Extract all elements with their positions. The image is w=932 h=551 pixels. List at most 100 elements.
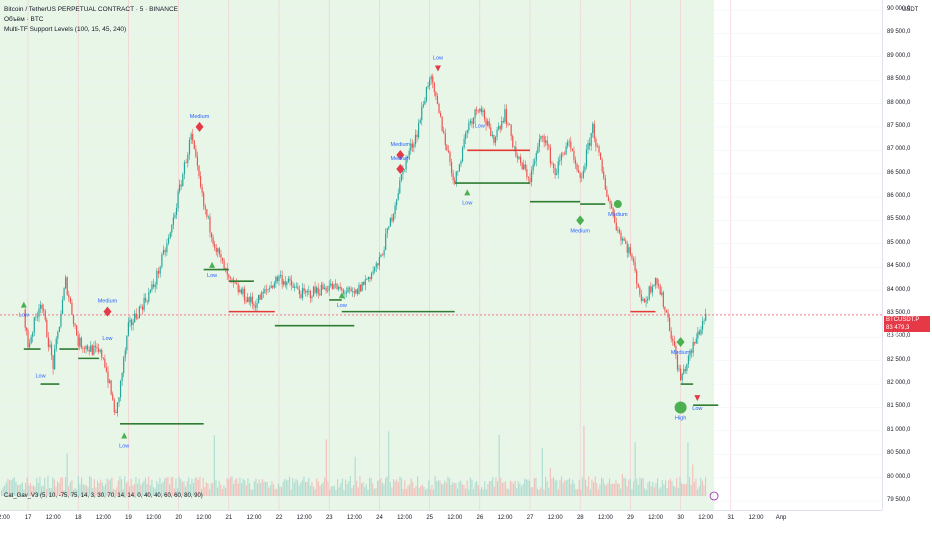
- volume-bar: [604, 484, 606, 496]
- volume-bar: [305, 482, 307, 496]
- candle-body: [80, 337, 82, 348]
- volume-bar: [218, 480, 220, 496]
- candle-body: [301, 288, 304, 298]
- candle-body: [697, 331, 699, 339]
- volume-bar: [682, 483, 684, 496]
- candle-body: [240, 289, 242, 294]
- volume-bar: [354, 456, 356, 496]
- candle-body: [297, 286, 299, 290]
- volume-bar: [17, 484, 19, 496]
- volume-bar: [674, 487, 676, 496]
- candle-body: [485, 119, 487, 126]
- candle-body: [145, 297, 147, 302]
- volume-bar: [13, 477, 15, 496]
- time-axis[interactable]: 2:00 17 12:00 18 12:00 19 12:00 20 12:00 21 12:00 2…: [0, 510, 882, 551]
- candle-body: [261, 291, 263, 300]
- price-tick-label: 83 500,0: [887, 309, 911, 316]
- candle-body: [593, 123, 595, 139]
- candle-body: [402, 169, 404, 175]
- volume-bar: [169, 484, 171, 496]
- volume-bar: [116, 487, 118, 496]
- time-tick-label: 12:00: [597, 515, 613, 521]
- volume-bar: [66, 453, 68, 496]
- volume-bar: [61, 477, 63, 496]
- marker-label: High: [675, 415, 686, 421]
- volume-bar: [12, 478, 14, 496]
- volume-bar: [453, 483, 455, 496]
- volume-bar: [194, 477, 196, 496]
- candle-body: [378, 256, 380, 266]
- candle-body: [584, 166, 586, 171]
- volume-bar: [413, 488, 415, 496]
- candle-body: [411, 143, 413, 148]
- volume-bar: [585, 479, 587, 496]
- candle-body: [617, 229, 619, 231]
- price-tick-label: 87 500,0: [887, 122, 911, 129]
- volume-bar: [594, 476, 596, 496]
- candle-body: [323, 287, 326, 290]
- volume-bar: [381, 482, 383, 496]
- volume-bar: [506, 488, 508, 496]
- candle-body: [43, 309, 45, 311]
- candle-body: [132, 322, 134, 326]
- volume-bar: [402, 489, 404, 496]
- volume-bar: [541, 447, 543, 496]
- volume-bar: [692, 464, 694, 496]
- candle-body: [549, 147, 551, 164]
- candle-body: [236, 283, 238, 285]
- candle-body: [250, 296, 252, 303]
- candle-body: [272, 285, 274, 288]
- candle-body: [355, 289, 357, 294]
- time-tick-label: 12:00: [497, 515, 513, 521]
- price-axis[interactable]: 90 000,0 89 500,0 89 000,0 88 500,0 88 000,0…: [882, 0, 932, 510]
- candle-body: [151, 284, 153, 290]
- volume-bar: [626, 486, 628, 496]
- candle-body: [366, 279, 368, 280]
- candle-body: [54, 348, 56, 369]
- volume-bar: [533, 478, 535, 496]
- volume-bar: [258, 479, 260, 496]
- candle-body: [396, 199, 398, 206]
- candle-body: [361, 282, 363, 292]
- volume-bar: [44, 477, 46, 496]
- volume-bar: [153, 487, 155, 496]
- candle-body: [476, 109, 478, 111]
- time-tick-label: 29: [627, 515, 634, 521]
- candle-body: [154, 284, 156, 288]
- candle-body: [381, 254, 384, 256]
- volume-bar: [700, 477, 702, 496]
- time-tick-label: 12:00: [146, 515, 162, 521]
- volume-bar: [487, 483, 489, 496]
- candle-body: [262, 291, 264, 293]
- volume-bar: [457, 488, 459, 496]
- chart-area[interactable]: Low Low Medium Low Low Medium Low Low Medium Medi…: [0, 0, 882, 510]
- volume-bar: [231, 476, 233, 496]
- volume-bar: [233, 484, 235, 496]
- low-marker-triangle-up: [338, 292, 345, 299]
- candle-body: [537, 146, 539, 154]
- volume-bar: [396, 479, 398, 496]
- candle-body: [631, 254, 633, 259]
- candle-body: [169, 232, 171, 238]
- volume-bar: [117, 480, 119, 496]
- volume-bar: [377, 480, 379, 496]
- candle-body: [695, 338, 697, 344]
- candle-body: [380, 254, 382, 257]
- volume-bar: [597, 489, 599, 496]
- volume-bar: [89, 476, 91, 496]
- price-chart[interactable]: Low Low Medium Low Low Medium Low Low Medium Medi…: [0, 0, 882, 510]
- candle-body: [341, 288, 343, 290]
- volume-bar: [596, 483, 598, 496]
- candle-body: [61, 299, 64, 315]
- candle-body: [358, 284, 360, 294]
- candle-body: [589, 142, 591, 146]
- volume-bar: [650, 486, 652, 496]
- volume-bar: [665, 480, 667, 496]
- volume-bar: [615, 479, 617, 496]
- volume-bar: [497, 481, 499, 496]
- volume-bar: [388, 431, 390, 496]
- candle-body: [251, 296, 253, 304]
- volume-bar: [9, 480, 11, 496]
- candle-body: [345, 292, 348, 294]
- candle-body: [519, 156, 522, 163]
